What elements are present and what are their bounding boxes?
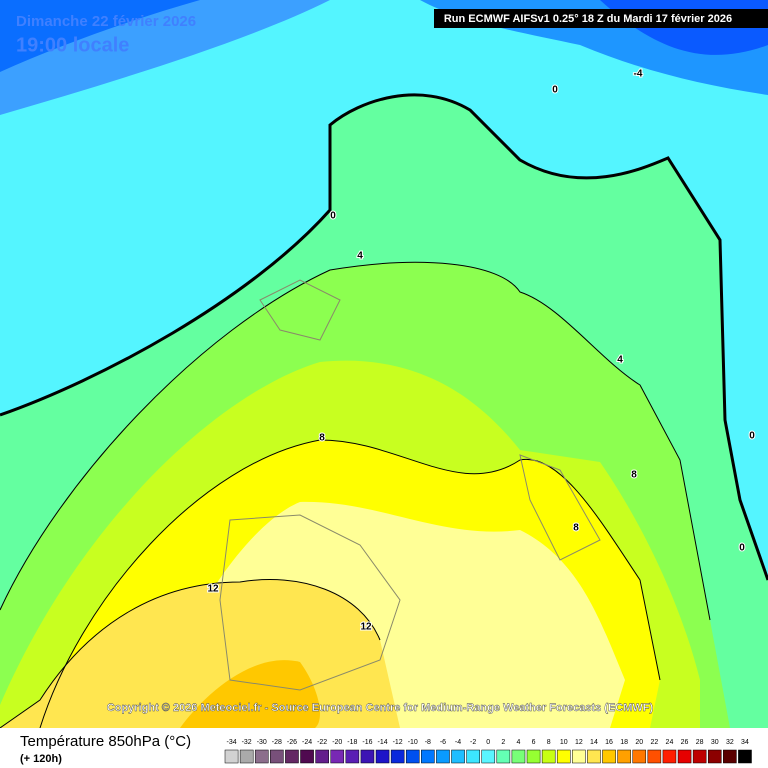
legend-swatch [451, 749, 465, 764]
legend-swatch [466, 749, 480, 764]
legend-tick: -4 [455, 739, 461, 746]
legend-swatch [632, 749, 647, 764]
legend-swatch [285, 749, 299, 764]
legend-swatch [270, 749, 284, 764]
contour-label: 8 [631, 470, 637, 481]
legend-tick: -26 [287, 739, 297, 746]
contour-label: 4 [357, 251, 363, 262]
legend-swatch [662, 749, 677, 764]
legend-swatch [315, 749, 329, 764]
legend-tick: -22 [317, 739, 327, 746]
legend-swatch [738, 749, 752, 764]
legend-tick: 12 [575, 739, 583, 746]
legend-tick: -6 [440, 739, 446, 746]
legend-tick: -2 [470, 739, 476, 746]
legend-swatch [617, 749, 631, 764]
legend-swatch [239, 749, 254, 764]
legend-swatch [511, 749, 526, 764]
legend-tick: -30 [257, 739, 267, 746]
legend-tick: 10 [560, 739, 568, 746]
contour-0 [0, 93, 768, 581]
contour-8 [39, 439, 661, 729]
legend-swatch [300, 749, 314, 764]
legend-tick: 4 [516, 739, 520, 746]
legend-tick: 0 [486, 739, 490, 746]
legend-tick: -28 [272, 739, 282, 746]
legend-tick: -12 [393, 739, 403, 746]
legend-tick: 26 [681, 739, 689, 746]
contour-label: 0 [330, 211, 336, 222]
legend-tick: -10 [408, 739, 418, 746]
legend-tick: 6 [532, 739, 536, 746]
contour-label: 4 [617, 355, 623, 366]
contour-label: -4 [634, 69, 643, 80]
legend-title: Température 850hPa (°C) [20, 733, 191, 750]
legend-swatch [405, 749, 420, 764]
contour-label: 8 [573, 523, 579, 534]
legend-tick: 20 [635, 739, 643, 746]
legend-tick: 16 [605, 739, 613, 746]
legend-tick: 30 [711, 739, 719, 746]
contour-12 [0, 579, 381, 729]
coastline [219, 279, 601, 691]
legend-tick: 24 [666, 739, 674, 746]
legend-swatch [421, 749, 435, 764]
legend-swatch [390, 749, 405, 764]
legend-tick: -8 [425, 739, 431, 746]
contour-label: 0 [739, 543, 745, 554]
legend-swatch [602, 749, 616, 764]
legend-subtitle: (+ 120h) [20, 753, 62, 765]
legend-tick: 14 [590, 739, 598, 746]
legend-tick: -24 [302, 739, 312, 746]
legend-swatch [541, 749, 556, 764]
legend-swatch [360, 749, 375, 764]
copyright: Copyright © 2026 Meteociel.fr - Source E… [107, 702, 654, 714]
contour-label: 8 [319, 433, 325, 444]
legend-swatch [677, 749, 692, 764]
legend-tick: -32 [242, 739, 252, 746]
legend-swatch [481, 749, 496, 764]
legend-tick: 22 [650, 739, 658, 746]
legend-tick: -16 [362, 739, 372, 746]
legend-tick: -20 [332, 739, 342, 746]
run-info: Run ECMWF AIFSv1 0.25° 18 Z du Mardi 17 … [444, 13, 732, 25]
temp-zone [180, 660, 320, 728]
legend-swatch [526, 749, 541, 764]
legend-swatch [330, 749, 345, 764]
time: 19:00 locale [16, 34, 129, 56]
legend-swatch [723, 749, 737, 764]
contour-label: 0 [552, 85, 558, 96]
legend-swatch [707, 749, 722, 764]
legend-tick: 32 [726, 739, 734, 746]
legend-swatch [375, 749, 390, 764]
legend-tick: 18 [620, 739, 628, 746]
legend-tick: 34 [741, 739, 749, 746]
contour-label: 12 [360, 622, 372, 633]
contour-label: 12 [207, 584, 219, 595]
legend-swatch [572, 749, 586, 764]
legend-swatch [345, 749, 360, 764]
run-box [434, 9, 768, 28]
contour-4 [0, 261, 711, 621]
legend-tick: -34 [226, 739, 236, 746]
legend-tick: -18 [347, 739, 357, 746]
contour-label: 0 [749, 431, 755, 442]
legend-swatch [692, 749, 707, 764]
legend-swatch [496, 749, 511, 764]
cold-zone [0, 0, 200, 72]
legend-tick: -14 [377, 739, 387, 746]
legend-swatch [556, 749, 571, 764]
legend-swatch [587, 749, 601, 764]
legend-swatch [254, 749, 269, 764]
legend-tick: 8 [547, 739, 551, 746]
legend-swatch [224, 749, 239, 764]
legend-swatch [436, 749, 450, 764]
legend-swatch [647, 749, 662, 764]
legend-tick: 2 [501, 739, 505, 746]
date: Dimanche 22 février 2026 [16, 13, 196, 30]
legend-tick: 28 [696, 739, 704, 746]
